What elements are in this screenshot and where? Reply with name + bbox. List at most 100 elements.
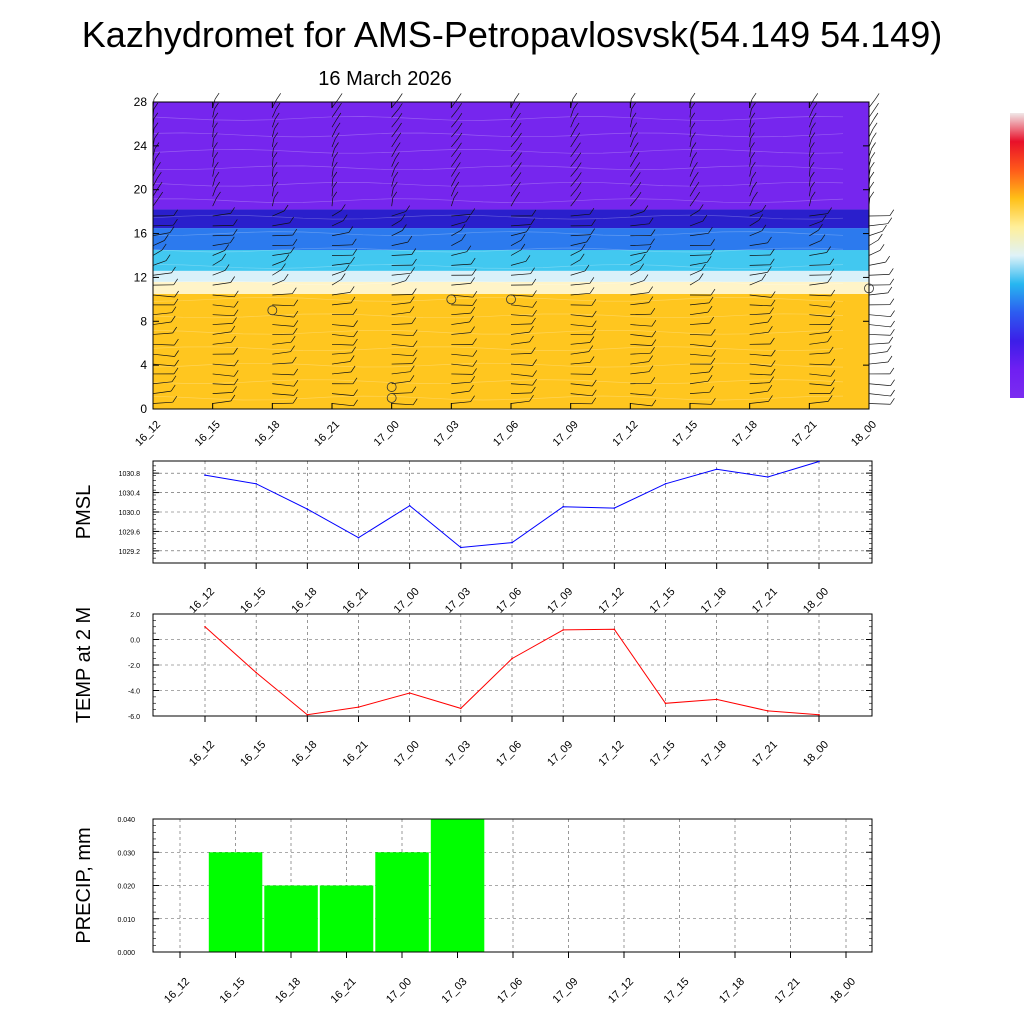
wind-barb-flag bbox=[353, 330, 358, 337]
wind-barb-flag bbox=[694, 172, 699, 179]
wind-barb bbox=[271, 168, 274, 177]
wind-barb-flag bbox=[461, 234, 466, 241]
wind-barb-flag bbox=[710, 288, 716, 296]
wind-barb bbox=[749, 373, 772, 376]
wind-barb-flag bbox=[409, 375, 415, 382]
x-tick-label: 16_21 bbox=[341, 586, 371, 616]
wind-barb-flag bbox=[153, 112, 159, 119]
wind-barb-flag bbox=[517, 152, 522, 159]
wind-barb bbox=[749, 331, 769, 335]
contour-line bbox=[152, 181, 844, 187]
wind-barb-flag bbox=[335, 132, 340, 139]
wind-barb-flag bbox=[573, 102, 578, 110]
wind-barb bbox=[451, 251, 467, 256]
wind-barb bbox=[570, 234, 591, 237]
wind-barb bbox=[510, 148, 518, 158]
wind-barb bbox=[152, 249, 163, 256]
wind-barb bbox=[212, 138, 214, 147]
wind-barb-flag bbox=[213, 132, 218, 139]
wind-barb-flag bbox=[170, 384, 176, 392]
wind-barb-flag bbox=[273, 181, 278, 189]
wind-barb-flag bbox=[706, 256, 712, 263]
wind-barb-flag bbox=[591, 368, 597, 375]
wind-barb bbox=[749, 118, 752, 128]
wind-barb bbox=[391, 148, 397, 157]
wind-barb bbox=[630, 158, 636, 167]
wind-barb bbox=[510, 224, 531, 227]
wind-barb bbox=[809, 401, 829, 404]
wind-barb-flag bbox=[708, 365, 714, 373]
wind-barb bbox=[331, 403, 354, 407]
wind-barb-flag bbox=[707, 375, 713, 382]
wind-barb bbox=[570, 241, 587, 246]
wind-barb-flag bbox=[646, 245, 652, 253]
wind-barb-flag bbox=[455, 172, 460, 179]
wind-barb bbox=[212, 373, 235, 377]
precip-bar bbox=[264, 885, 318, 952]
wind-barb-flag bbox=[398, 103, 403, 110]
wind-barb bbox=[630, 138, 634, 148]
wind-barb bbox=[152, 401, 173, 404]
wind-barb bbox=[152, 178, 158, 187]
wind-barb-flag bbox=[292, 228, 298, 236]
wind-barb-flag bbox=[395, 142, 401, 149]
wind-barb-flag bbox=[454, 181, 460, 189]
calm-marker bbox=[446, 294, 457, 305]
chart-date: 16 March 2026 bbox=[318, 68, 452, 90]
wind-barb-flag bbox=[274, 112, 280, 120]
wind-barb bbox=[331, 177, 334, 187]
wind-barb-flag bbox=[525, 255, 531, 262]
wind-barb-flag bbox=[514, 93, 520, 100]
wind-barb-flag bbox=[767, 266, 772, 273]
wind-barb-flag bbox=[878, 233, 883, 241]
wind-barb-flag bbox=[636, 182, 642, 189]
wind-barb bbox=[868, 249, 881, 256]
wind-barb-flag bbox=[643, 274, 649, 281]
wind-barb-flag bbox=[515, 103, 521, 110]
contour-line bbox=[152, 165, 844, 171]
wind-barb-flag bbox=[293, 310, 299, 318]
wind-barb-flag bbox=[829, 387, 835, 394]
wind-barb-flag bbox=[456, 93, 462, 100]
wind-barb-flag bbox=[351, 346, 356, 353]
wind-barb bbox=[629, 128, 634, 138]
wind-barb bbox=[808, 138, 812, 148]
data-point bbox=[562, 505, 564, 508]
wind-barb bbox=[510, 197, 517, 207]
x-tick-label: 17_12 bbox=[596, 586, 626, 616]
wind-barb-flag bbox=[224, 264, 230, 271]
wind-barb bbox=[689, 302, 710, 306]
wind-barb-flag bbox=[397, 122, 402, 130]
wind-barb bbox=[510, 331, 530, 335]
wind-barb bbox=[271, 197, 275, 207]
wind-barb bbox=[570, 188, 578, 197]
x-tick-label: 18_00 bbox=[849, 419, 879, 449]
wind-barb-flag bbox=[879, 244, 885, 251]
wind-barb bbox=[272, 304, 294, 307]
wind-barb bbox=[451, 283, 471, 286]
wind-barb bbox=[570, 270, 586, 276]
wind-barb-flag bbox=[692, 152, 697, 159]
wind-barb-flag bbox=[829, 318, 835, 325]
y-tick-label: 12 bbox=[134, 270, 148, 284]
wind-barb bbox=[749, 168, 752, 177]
wind-barb-flag bbox=[711, 340, 716, 347]
wind-barb bbox=[212, 118, 215, 128]
data-point bbox=[255, 671, 257, 674]
wind-barb bbox=[689, 380, 709, 385]
x-tick-label: 17_15 bbox=[662, 976, 692, 1006]
wind-barb bbox=[451, 263, 472, 266]
wind-barb bbox=[868, 314, 891, 317]
wind-barb-flag bbox=[232, 386, 237, 393]
wind-barb-flag bbox=[470, 326, 475, 333]
wind-barb bbox=[868, 128, 874, 138]
calm-marker bbox=[386, 393, 397, 403]
wind-barb bbox=[510, 353, 532, 355]
wind-barb bbox=[451, 168, 457, 177]
wind-barb bbox=[451, 128, 459, 138]
wind-barb-flag bbox=[532, 370, 537, 377]
pmsl-panel: 1029.2 1029.6 1030.0 1030.4 1030.8 16_12 16_15… bbox=[73, 460, 873, 616]
wind-barb-flag bbox=[516, 112, 521, 120]
wind-barb-flag bbox=[690, 92, 696, 100]
wind-barb bbox=[272, 324, 294, 327]
